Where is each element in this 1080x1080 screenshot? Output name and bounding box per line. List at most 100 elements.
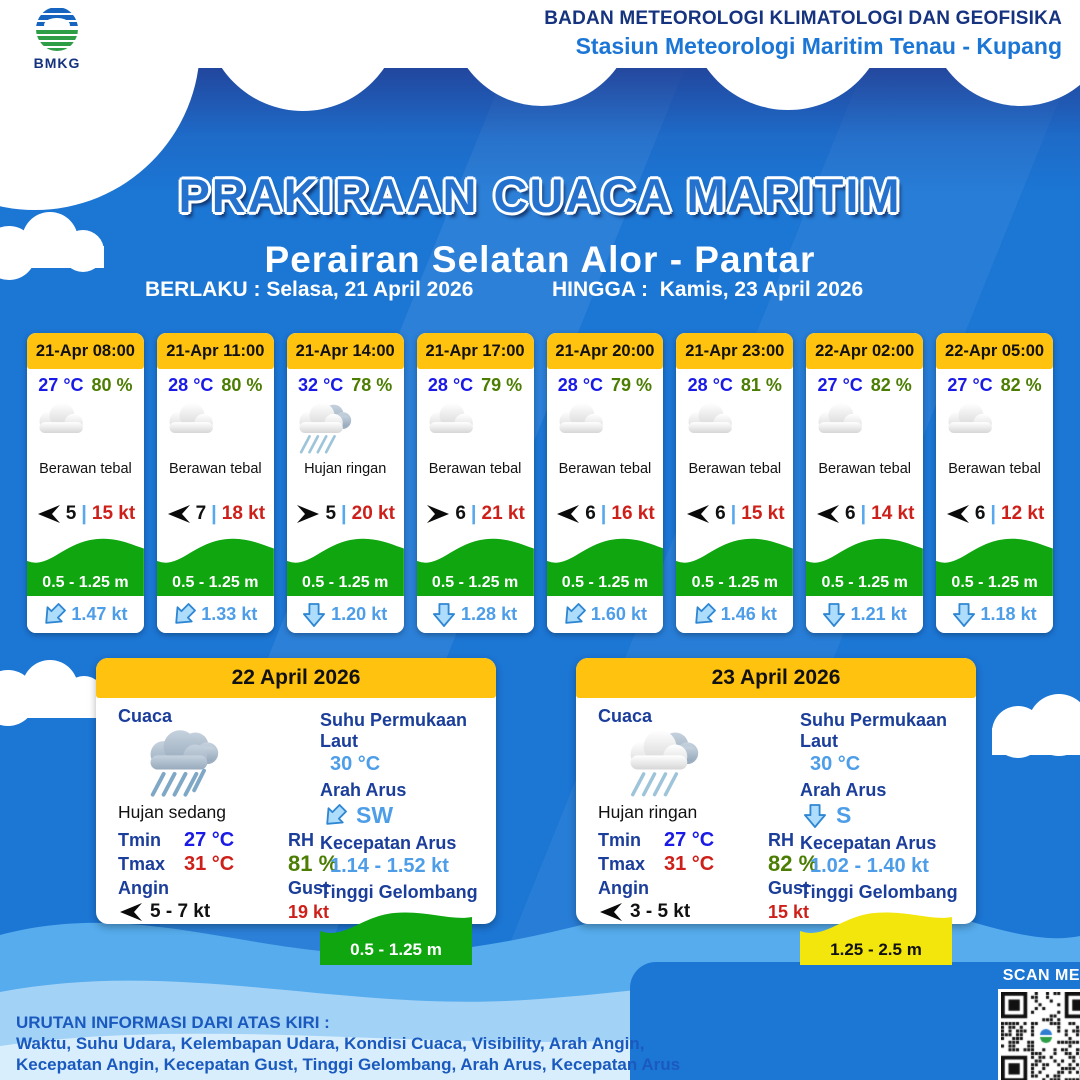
current-speed: 1.60 kt (590, 604, 647, 625)
wind-direction-icon (118, 902, 144, 922)
footer-line1: URUTAN INFORMASI DARI ATAS KIRI : (16, 1013, 330, 1032)
tmin-value: 27 °C (184, 828, 235, 851)
hourly-forecast-card: 21-Apr 11:00 28 °C 80 % (156, 333, 274, 633)
humidity: 79 % (611, 375, 653, 396)
current-row: 1.20 kt (286, 596, 404, 633)
weather-icon (806, 400, 923, 461)
air-temperature: 32 °C (298, 375, 344, 396)
wind-direction-icon (598, 902, 624, 922)
poster-title: PRAKIRAAN CUACA MARITIM (178, 169, 902, 222)
hourly-forecast-card: 22-Apr 02:00 27 °C 82 % (806, 333, 924, 633)
gust-label: Gust (768, 877, 810, 898)
rh-label: RH (768, 829, 794, 850)
arah-arus-label: Arah Arus (320, 780, 407, 800)
current-direction-icon (433, 602, 456, 628)
tmin-value: 27 °C (664, 828, 715, 851)
hourly-forecast-card: 21-Apr 17:00 28 °C 79 % (416, 333, 534, 633)
wave-height: 0.5 - 1.25 m (561, 574, 649, 592)
humidity: 79 % (481, 375, 523, 396)
forecast-time: 21-Apr 23:00 (676, 333, 794, 369)
wind-range: 3 - 5 kt (630, 901, 691, 922)
weather-condition: Berawan tebal (688, 460, 782, 477)
air-temperature: 28 °C (168, 375, 214, 396)
weather-condition: Hujan ringan (304, 460, 387, 477)
footer-legend: URUTAN INFORMASI DARI ATAS KIRI : Waktu,… (16, 1012, 680, 1075)
wind-speed: 15 kt (741, 503, 785, 525)
air-temperature: 27 °C (38, 375, 84, 396)
wave-height-band: 0.5 - 1.25 m (676, 532, 794, 597)
wave-height: 1.25 - 2.5 m (830, 940, 922, 959)
current-speed: 1.47 kt (71, 604, 128, 625)
current-speed: 1.18 kt (980, 604, 1037, 625)
header-band: BMKG BADAN METEOROLOGI KLIMATOLOGI DAN G… (0, 0, 1080, 71)
angin-label: Angin (118, 877, 169, 898)
angin-label: Angin (598, 877, 649, 898)
current-row: 1.46 kt (676, 596, 794, 633)
humidity: 82 % (1000, 375, 1042, 396)
current-speed: 1.33 kt (201, 604, 258, 625)
weather-condition: Hujan ringan (598, 802, 698, 822)
visibility-value: 5 (65, 503, 77, 525)
cuaca-label: Cuaca (118, 706, 173, 726)
wind-speed: 20 kt (351, 503, 395, 525)
tmax-value: 31 °C (664, 852, 715, 875)
valid-to-label: HINGGA : (552, 278, 649, 301)
weather-condition: Berawan tebal (428, 460, 522, 477)
separator: | (600, 502, 607, 525)
visibility-value: 6 (585, 503, 596, 525)
wave-height-band: 0.5 - 1.25 m (27, 532, 144, 597)
current-direction-icon (693, 602, 716, 628)
current-direction-icon (43, 602, 67, 628)
wind-direction-icon (425, 504, 451, 524)
current-row: 1.21 kt (806, 596, 924, 633)
current-row: 1.28 kt (416, 596, 534, 633)
wave-height: 0.5 - 1.25 m (42, 574, 129, 592)
hourly-forecast-card: 21-Apr 08:00 27 °C 80 % (27, 333, 144, 633)
wave-height-band: 0.5 - 1.25 m (806, 532, 924, 597)
visibility-value: 6 (974, 503, 986, 525)
wave-height: 0.5 - 1.25 m (691, 574, 778, 592)
weather-condition: Berawan tebal (39, 460, 132, 477)
sst-label: Suhu Permukaan Laut (320, 710, 468, 751)
wind-row: 5 | 15 kt (27, 496, 144, 533)
wind-speed: 18 kt (221, 503, 266, 525)
rh-label: RH (288, 829, 314, 850)
current-direction-icon (173, 602, 197, 628)
hourly-forecast-card: 21-Apr 14:00 32 °C 78 % (286, 333, 404, 633)
hourly-forecast-card: 21-Apr 20:00 28 °C 79 % (546, 333, 664, 633)
wave-height: 0.5 - 1.25 m (350, 940, 442, 959)
current-row: 1.47 kt (27, 596, 144, 633)
weather-condition: Berawan tebal (818, 460, 912, 477)
qr-code (998, 989, 1080, 1080)
current-speed: 1.28 kt (461, 604, 518, 625)
wave-height: 0.5 - 1.25 m (951, 574, 1038, 592)
current-speed: 1.02 - 1.40 kt (810, 855, 929, 877)
separator: | (81, 502, 87, 525)
current-row: 1.18 kt (936, 596, 1053, 633)
humidity: 78 % (351, 375, 393, 396)
weather-icon (612, 727, 788, 804)
bmkg-logo-text: BMKG (33, 55, 81, 71)
current-row: 1.60 kt (546, 596, 664, 633)
visibility-value: 6 (715, 503, 726, 525)
current-direction: S (836, 802, 852, 828)
valid-from-label: BERLAKU : (145, 278, 261, 301)
wave-height: 0.5 - 1.25 m (172, 574, 259, 592)
hourly-cards-row: 21-Apr 08:00 27 °C 80 % (27, 333, 1053, 633)
current-speed: 1.46 kt (720, 604, 777, 625)
air-temperature: 27 °C (817, 375, 863, 396)
tinggi-gelombang-label: Tinggi Gelombang (320, 882, 478, 902)
air-temperature: 28 °C (427, 375, 474, 396)
tinggi-gelombang-label: Tinggi Gelombang (800, 882, 958, 902)
wind-row: 6 | 21 kt (417, 496, 534, 533)
visibility-value: 7 (195, 503, 207, 525)
wave-height: 0.5 - 1.25 m (431, 574, 519, 592)
current-speed: 1.20 kt (331, 604, 388, 625)
wave-height-band: 0.5 - 1.25 m (936, 532, 1053, 597)
separator: | (990, 502, 996, 525)
bmkg-logo: BMKG (22, 6, 92, 71)
wind-direction-icon (685, 504, 711, 524)
separator: | (341, 502, 347, 525)
separator: | (211, 502, 217, 525)
wind-direction-icon (555, 504, 581, 524)
